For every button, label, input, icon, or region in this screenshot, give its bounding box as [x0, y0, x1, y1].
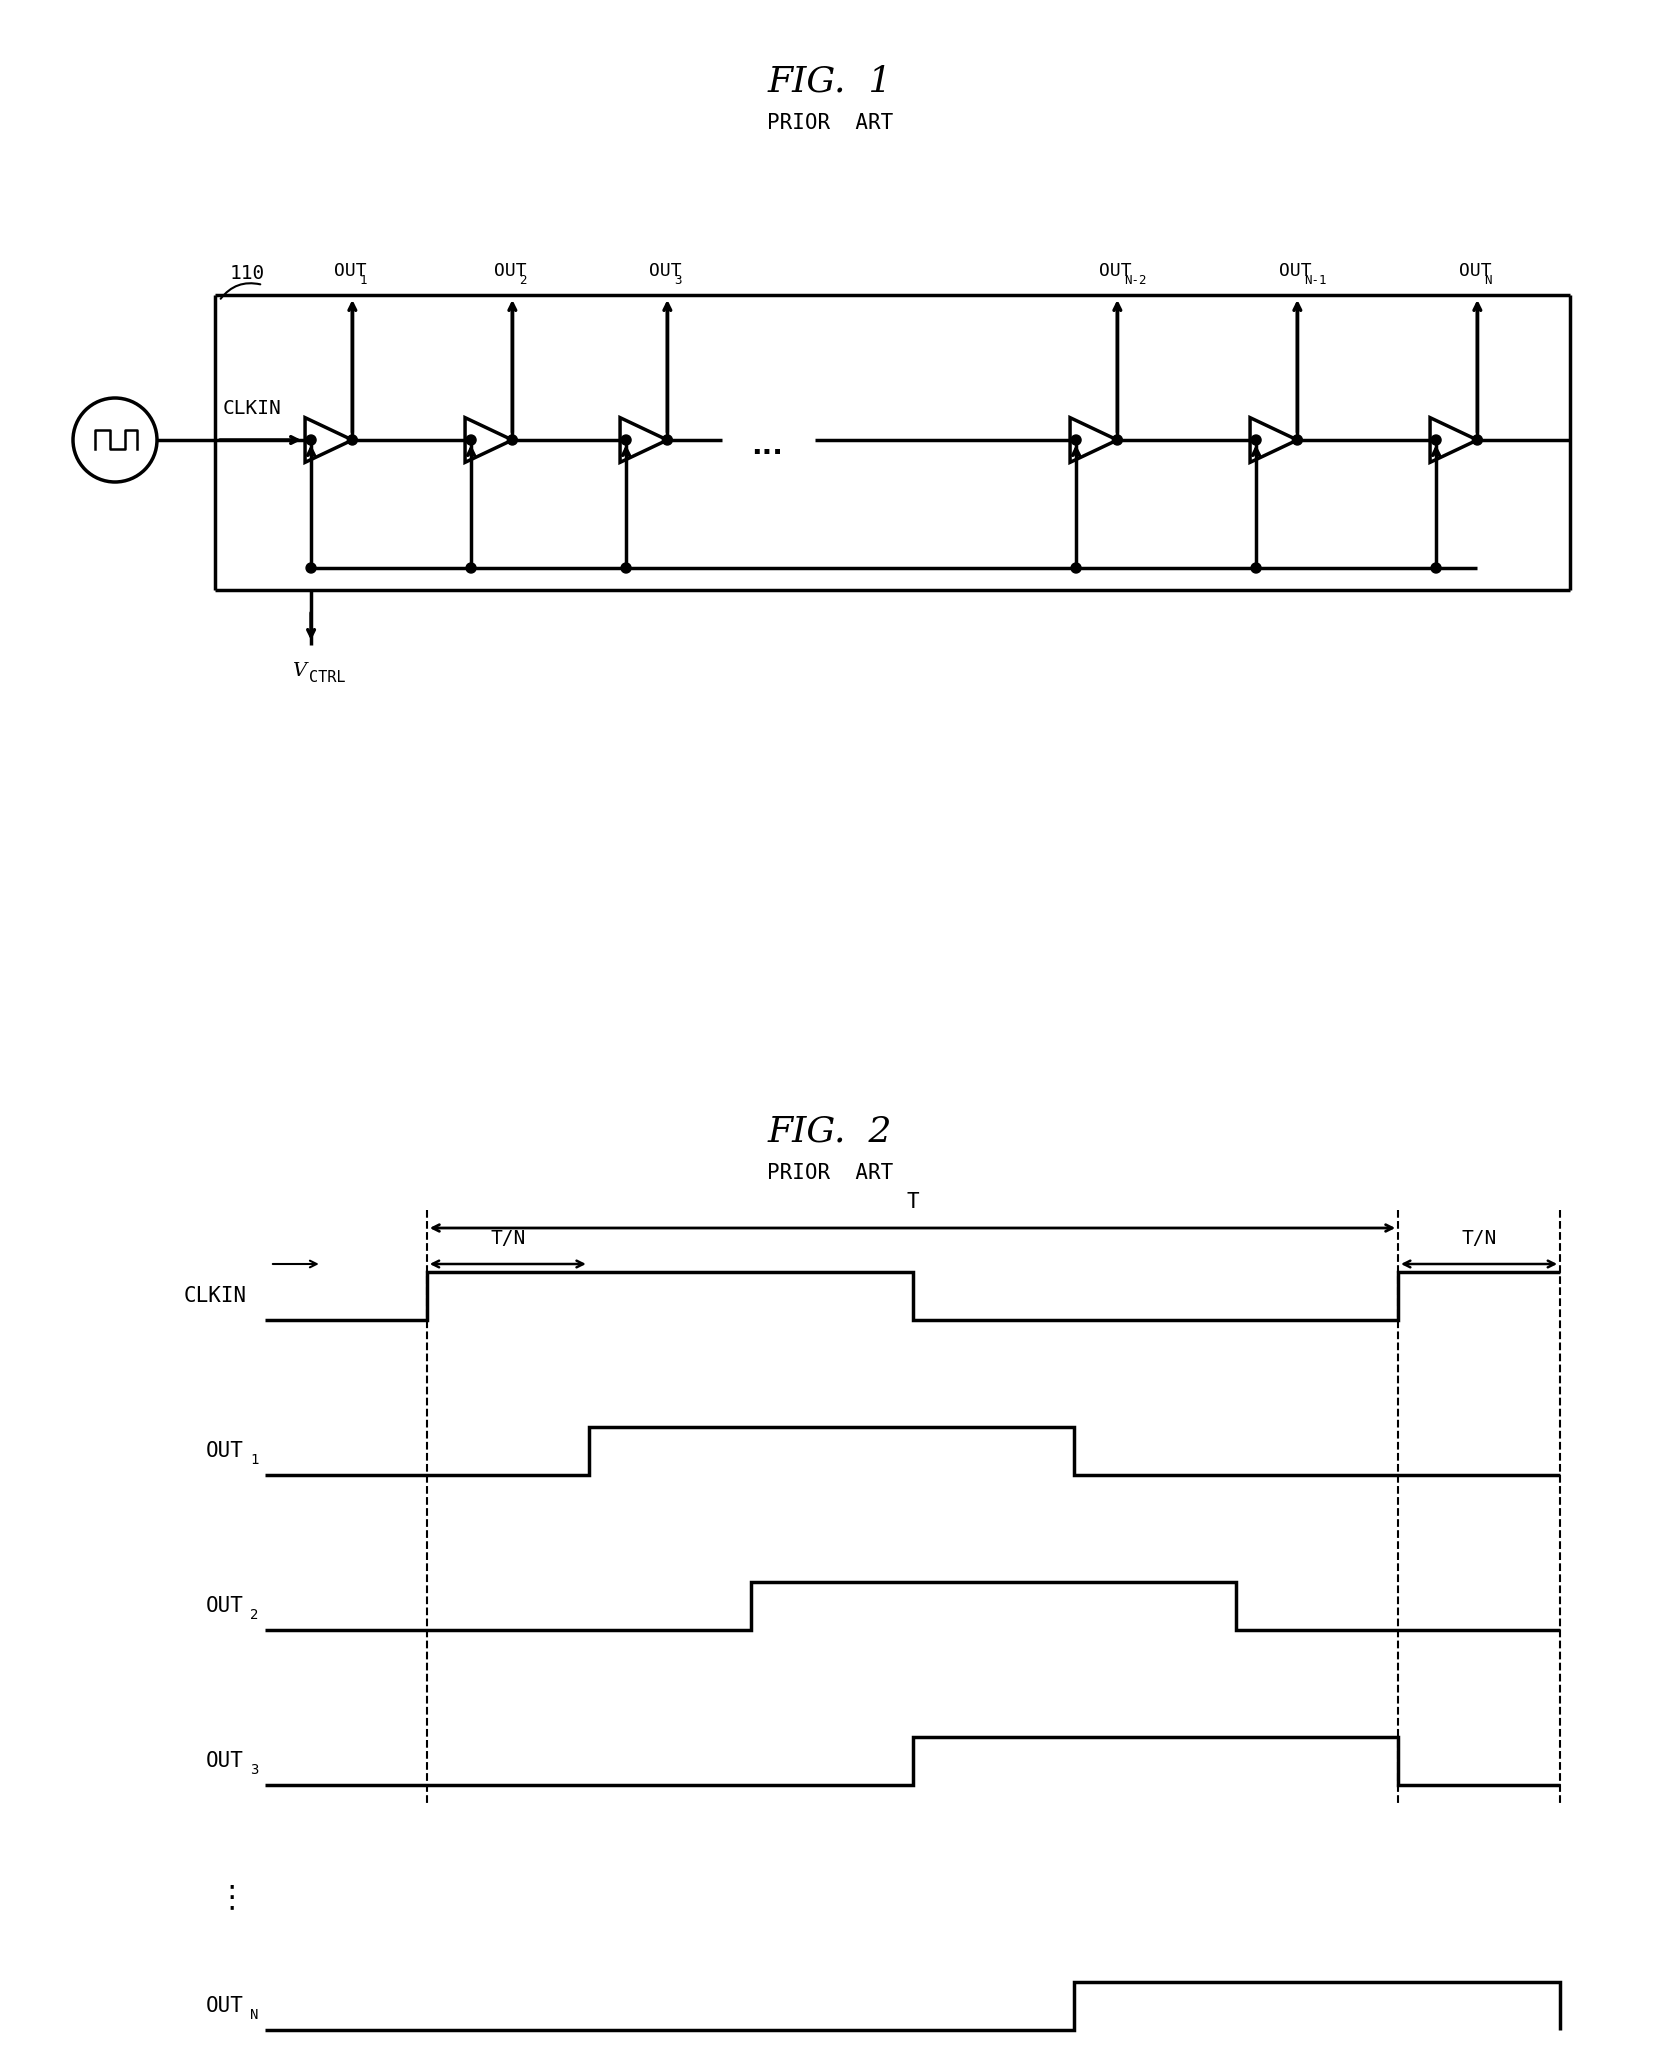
Text: T: T — [907, 1193, 919, 1212]
Text: OUT: OUT — [1100, 263, 1131, 280]
Circle shape — [1292, 435, 1302, 445]
Text: OUT: OUT — [649, 263, 681, 280]
Text: N: N — [251, 2009, 259, 2021]
Polygon shape — [1430, 418, 1477, 462]
Circle shape — [663, 435, 673, 445]
Text: OUT: OUT — [206, 1597, 244, 1615]
Text: ⋮: ⋮ — [216, 1883, 247, 1912]
Text: FIG.  1: FIG. 1 — [767, 64, 892, 99]
Text: 2: 2 — [251, 1607, 259, 1622]
Text: PRIOR  ART: PRIOR ART — [767, 114, 894, 133]
Circle shape — [467, 435, 477, 445]
Text: PRIOR  ART: PRIOR ART — [767, 1164, 894, 1183]
Circle shape — [1071, 563, 1081, 574]
Text: T/N: T/N — [490, 1228, 525, 1249]
Circle shape — [306, 563, 316, 574]
Circle shape — [1432, 563, 1442, 574]
Polygon shape — [306, 418, 352, 462]
Text: N-2: N-2 — [1124, 273, 1146, 288]
Text: N-1: N-1 — [1304, 273, 1327, 288]
Circle shape — [347, 435, 357, 445]
Circle shape — [1472, 435, 1482, 445]
Circle shape — [1432, 435, 1442, 445]
Text: OUT: OUT — [493, 263, 527, 280]
Text: OUT: OUT — [206, 1996, 244, 2015]
Text: 3: 3 — [251, 1762, 259, 1777]
Text: T/N: T/N — [1462, 1228, 1497, 1249]
Text: N: N — [1485, 273, 1492, 288]
Text: FIG.  2: FIG. 2 — [767, 1114, 892, 1149]
Text: CTRL: CTRL — [309, 671, 345, 686]
Text: CLKIN: CLKIN — [223, 400, 282, 418]
Circle shape — [621, 435, 631, 445]
Circle shape — [1251, 563, 1261, 574]
Text: 1: 1 — [251, 1454, 259, 1466]
Circle shape — [1071, 435, 1081, 445]
Polygon shape — [620, 418, 668, 462]
Polygon shape — [465, 418, 512, 462]
Circle shape — [1251, 435, 1261, 445]
Circle shape — [621, 563, 631, 574]
Polygon shape — [1251, 418, 1297, 462]
Circle shape — [306, 435, 316, 445]
Circle shape — [1113, 435, 1123, 445]
Text: OUT: OUT — [1458, 263, 1492, 280]
Text: 110: 110 — [229, 263, 266, 284]
Text: OUT: OUT — [1279, 263, 1312, 280]
Text: OUT: OUT — [334, 263, 367, 280]
Text: OUT: OUT — [206, 1750, 244, 1771]
Text: 3: 3 — [674, 273, 683, 288]
Text: OUT: OUT — [206, 1441, 244, 1460]
Polygon shape — [1070, 418, 1118, 462]
Circle shape — [467, 563, 477, 574]
Text: 2: 2 — [520, 273, 527, 288]
Text: V: V — [292, 663, 306, 679]
Text: ...: ... — [751, 433, 784, 460]
Text: 1: 1 — [359, 273, 367, 288]
Text: CLKIN: CLKIN — [184, 1286, 247, 1307]
Circle shape — [507, 435, 517, 445]
